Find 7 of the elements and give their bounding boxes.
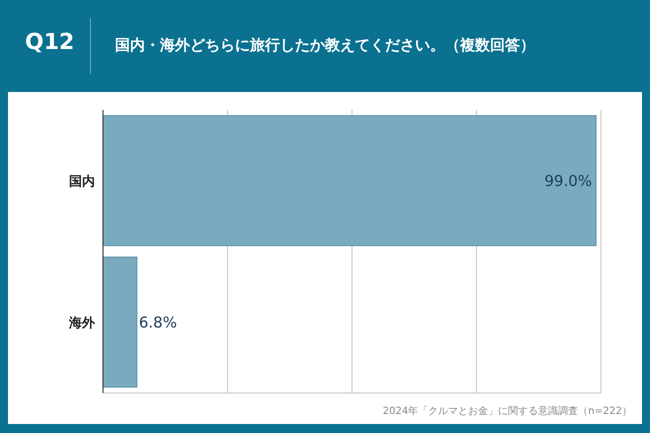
chart-subtitle: Q12 xyxy=(25,30,74,55)
text: 2024年「クルマとお金」に関する意識調査（n=222） xyxy=(382,404,632,418)
chart-title: 国内・海外どちらに旅行したか教えてください。（複数回答） xyxy=(115,36,535,55)
y-tick-label: 海外 xyxy=(68,316,96,331)
data-label: 6.8% xyxy=(138,313,177,332)
y-tick-label: 国内 xyxy=(69,174,95,190)
data-label: 99.0% xyxy=(544,172,592,190)
